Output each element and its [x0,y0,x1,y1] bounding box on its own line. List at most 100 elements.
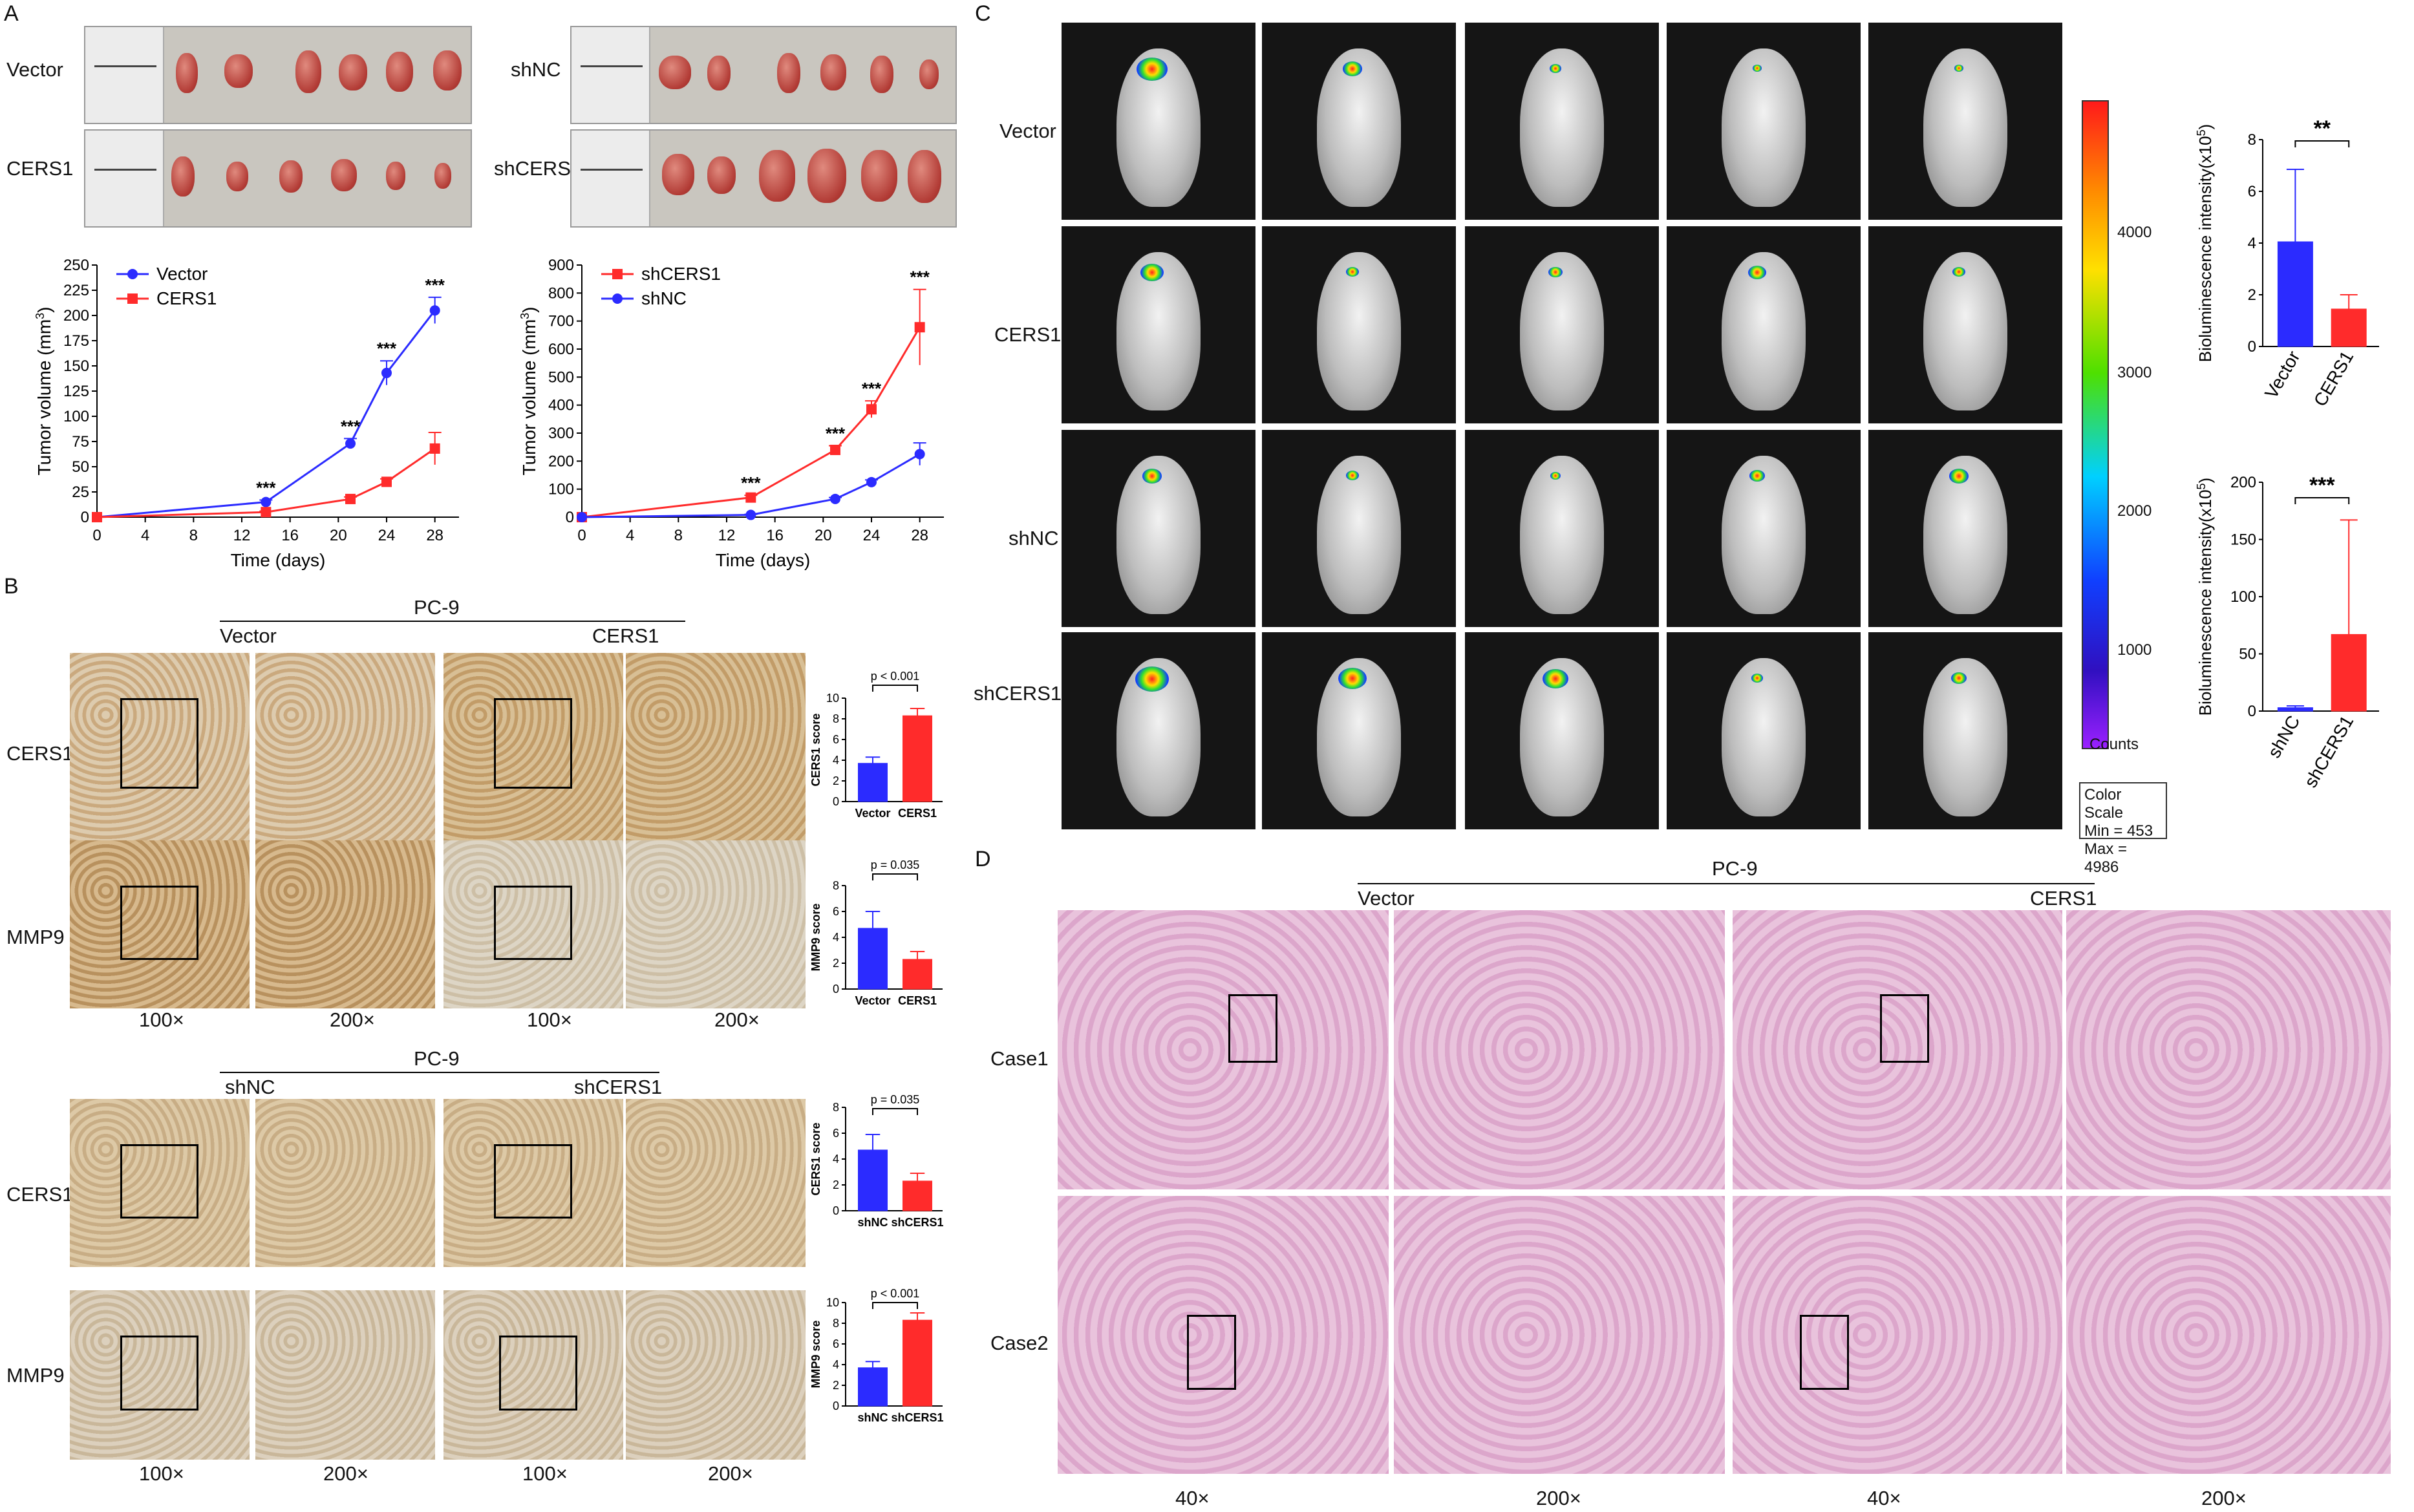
y-tick-label: 150 [63,357,89,375]
data-point [830,493,840,504]
bar-vector [2277,241,2313,347]
x-tick-label: CERS1 [2310,348,2358,410]
ihc-image [255,653,435,860]
y-tick-label: 150 [2230,531,2256,549]
color-scale-min: Min = 453 [2084,822,2153,840]
bar-shnc [858,1149,888,1211]
y-axis-label: MMP9 score [809,903,822,971]
data-point [381,367,392,378]
x-tick-label: Vector [2261,348,2304,402]
mouse-image [1465,226,1659,423]
ihc-zoom-box [120,886,198,961]
y-tick-label: 2 [833,1379,839,1392]
panel-letter-b: B [4,574,19,599]
photo-row-label-shcers1: shCERS1 [494,157,582,180]
c-row-shnc: shNC [1009,527,1059,549]
x-tick-label: 0 [577,527,586,544]
y-tick-label: 6 [833,1127,839,1140]
mouse-image [1868,226,2062,423]
x-tick-label: shCERS1 [891,1216,943,1229]
d-mag-3: 40× [1867,1487,1901,1509]
photo-row-label-vector: Vector [6,58,63,81]
y-tick-label: 50 [2239,646,2256,663]
ihc-zoom-box [120,698,198,789]
b-top-mag-2: 200× [330,1008,375,1031]
y-axis-label: CERS1 score [809,1122,822,1195]
y-tick-label: 6 [833,733,839,746]
ihc-image [255,1099,435,1267]
data-point [577,512,587,522]
mouse-image [1062,23,1255,220]
b-top-mag-4: 200× [714,1008,760,1031]
d-group1: Vector [1358,887,1415,910]
x-tick-label: 28 [911,527,928,544]
tumor-photo-shnc [570,26,957,124]
significance-stars: *** [910,268,930,287]
significance-bracket [872,873,918,880]
significance-label: ** [2314,116,2331,141]
x-tick-label: Vector [855,994,890,1007]
y-tick-label: 800 [548,284,574,302]
ihc-image [626,1290,806,1460]
he-image [2066,1196,2391,1474]
mouse-image [1062,430,1255,627]
y-tick-label: 75 [72,433,89,451]
b-bottom-group1: shNC [225,1076,275,1098]
y-tick-label: 8 [833,1101,839,1114]
y-tick-label: 700 [548,313,574,330]
y-tick-label: 2 [833,774,839,787]
x-tick-label: Vector [855,807,890,820]
b-top-row-cers1: CERS1 [6,742,74,765]
data-point [745,509,756,520]
significance-label: p = 0.035 [871,858,920,871]
y-tick-label: 8 [833,712,839,725]
colorbar-tick-3000: 3000 [2117,364,2152,381]
significance-stars: *** [862,379,882,398]
mouse-image [1062,632,1255,829]
y-tick-label: 100 [63,408,89,425]
ihc-image [443,1290,623,1460]
y-tick-label: 200 [2230,474,2256,491]
mouse-image [1868,23,2062,220]
color-scale-box: Color Scale Min = 453 Max = 4986 [2079,782,2167,876]
mouse-image [1262,226,1456,423]
color-scale-title: Color Scale [2084,786,2124,822]
x-tick-label: 20 [815,527,832,544]
data-point [866,476,877,487]
data-point [345,493,356,504]
mouse-image [1667,226,1861,423]
y-tick-label: 250 [63,257,89,274]
legend-marker [612,293,623,304]
y-tick-label: 125 [63,383,89,400]
colorbar-unit: Counts [2089,736,2139,753]
b-top-divider [220,621,685,622]
data-point [381,476,392,487]
y-tick-label: 2 [833,1178,839,1191]
y-tick-label: 0 [566,509,574,526]
x-axis-label: Time (days) [716,550,811,570]
legend-marker [127,269,138,279]
c-row-cers1: CERS1 [994,323,1062,346]
x-tick-label: shNC [2264,712,2304,761]
significance-label: p = 0.035 [871,1093,920,1106]
ihc-image [626,1099,806,1267]
significance-bracket [872,1302,918,1309]
ihc-zoom-box [499,1336,577,1411]
y-tick-label: 4 [2248,235,2256,252]
panel-letter-c: C [975,1,991,26]
x-tick-label: 0 [92,527,101,544]
y-tick-label: 175 [63,332,89,350]
y-tick-label: 0 [2248,703,2256,720]
y-tick-label: 0 [833,983,839,996]
d-cell-line: PC-9 [1712,857,1758,880]
bar-vector [858,928,888,990]
b-bottom-mag-2: 200× [323,1462,369,1485]
ihc-zoom-box [494,886,572,961]
ihc-image [626,653,806,860]
bar-shcers1 [903,1180,932,1211]
y-tick-label: 200 [548,453,574,470]
b-bar-mmp9-score-bottom: 0 2 4 6 8 10 shNC shCERS1 MMP9 score p < 0.001 [809,1287,944,1424]
legend-label: shCERS1 [641,264,721,284]
y-tick-label: 400 [548,397,574,414]
ihc-image [70,653,250,860]
